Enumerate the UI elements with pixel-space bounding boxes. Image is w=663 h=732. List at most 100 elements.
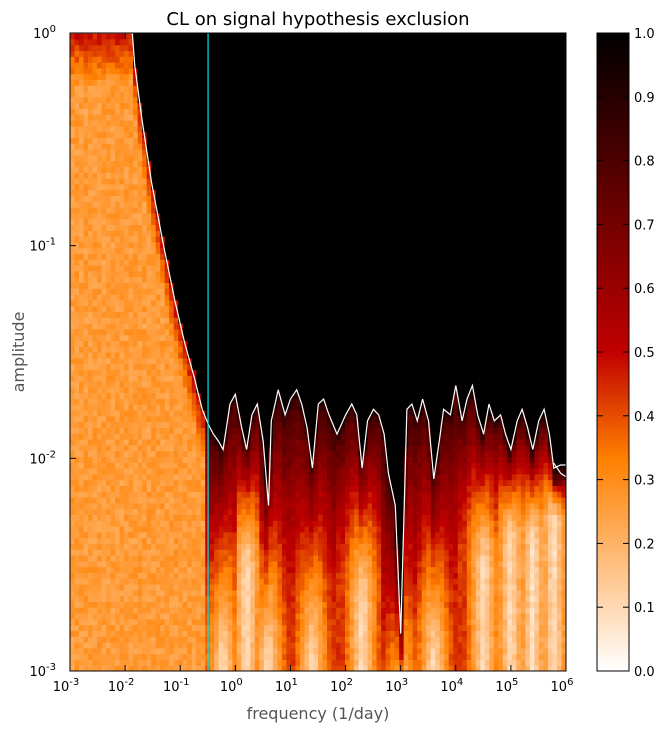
heatmap-cell bbox=[178, 125, 184, 133]
heatmap-cell bbox=[119, 531, 125, 539]
heatmap-cell bbox=[218, 102, 224, 109]
heatmap-cell bbox=[79, 236, 85, 243]
heatmap-cell bbox=[146, 607, 152, 614]
heatmap-cell bbox=[79, 323, 85, 330]
heatmap-cell bbox=[209, 369, 215, 376]
heatmap-cell bbox=[223, 38, 229, 46]
heatmap-cell bbox=[241, 555, 247, 562]
heatmap-cell bbox=[88, 143, 94, 150]
heatmap-cell bbox=[155, 381, 161, 388]
heatmap-cell bbox=[178, 630, 184, 637]
heatmap-cell bbox=[218, 137, 224, 144]
heatmap-cell bbox=[196, 282, 202, 289]
heatmap-cell bbox=[133, 624, 139, 631]
heatmap-cell bbox=[106, 33, 112, 40]
heatmap-cell bbox=[214, 647, 220, 655]
heatmap-cell bbox=[196, 520, 202, 527]
heatmap-cell bbox=[263, 328, 269, 336]
heatmap-cell bbox=[187, 665, 193, 671]
heatmap-cell bbox=[160, 276, 166, 283]
heatmap-cell bbox=[164, 607, 170, 614]
heatmap-cell bbox=[250, 62, 256, 69]
heatmap-cell bbox=[164, 363, 170, 370]
heatmap-cell bbox=[79, 555, 85, 562]
heatmap-cell bbox=[88, 259, 94, 266]
heatmap-cell bbox=[250, 259, 256, 266]
heatmap-cell bbox=[236, 618, 242, 626]
heatmap-cell bbox=[110, 38, 116, 46]
heatmap-cell bbox=[218, 50, 224, 57]
heatmap-cell bbox=[209, 328, 215, 336]
heatmap-cell bbox=[142, 601, 148, 608]
heatmap-cell bbox=[133, 33, 139, 40]
heatmap-cell bbox=[245, 189, 251, 196]
heatmap-cell bbox=[142, 653, 148, 660]
heatmap-cell bbox=[259, 624, 265, 631]
heatmap-cell bbox=[146, 38, 152, 46]
heatmap-cell bbox=[70, 427, 76, 434]
heatmap-cell bbox=[133, 502, 139, 510]
heatmap-cell bbox=[178, 195, 184, 202]
heatmap-cell bbox=[259, 560, 265, 568]
heatmap-cell bbox=[196, 137, 202, 144]
heatmap-cell bbox=[218, 647, 224, 655]
heatmap-cell bbox=[74, 120, 80, 127]
heatmap-cell bbox=[169, 73, 175, 80]
heatmap-cell bbox=[200, 450, 206, 457]
heatmap-cell bbox=[209, 44, 215, 51]
heatmap-cell bbox=[74, 340, 80, 347]
heatmap-cell bbox=[164, 589, 170, 597]
heatmap-cell bbox=[232, 421, 238, 428]
heatmap-cell bbox=[119, 468, 125, 475]
heatmap-cell bbox=[232, 253, 238, 260]
heatmap-cell bbox=[236, 166, 242, 173]
heatmap-cell bbox=[259, 73, 265, 80]
heatmap-cell bbox=[196, 154, 202, 162]
heatmap-cell bbox=[119, 212, 125, 220]
heatmap-cell bbox=[70, 415, 76, 423]
heatmap-cell bbox=[214, 265, 220, 272]
heatmap-cell bbox=[142, 114, 148, 121]
heatmap-cell bbox=[214, 659, 220, 666]
heatmap-cell bbox=[128, 415, 134, 423]
heatmap-cell bbox=[79, 218, 85, 225]
heatmap-cell bbox=[83, 230, 89, 237]
heatmap-cell bbox=[83, 468, 89, 475]
heatmap-cell bbox=[92, 149, 98, 156]
heatmap-cell bbox=[106, 543, 112, 550]
heatmap-cell bbox=[241, 183, 247, 191]
heatmap-cell bbox=[92, 381, 98, 388]
heatmap-cell bbox=[110, 85, 116, 92]
heatmap-cell bbox=[133, 601, 139, 608]
heatmap-cell bbox=[259, 601, 265, 608]
heatmap-cell bbox=[119, 183, 125, 191]
heatmap-cell bbox=[151, 340, 157, 347]
heatmap-cell bbox=[227, 120, 233, 127]
heatmap-cell bbox=[259, 468, 265, 475]
heatmap-cell bbox=[241, 120, 247, 127]
heatmap-cell bbox=[101, 166, 107, 173]
heatmap-cell bbox=[250, 560, 256, 568]
heatmap-cell bbox=[97, 270, 103, 278]
heatmap-cell bbox=[119, 282, 125, 289]
heatmap-cell bbox=[182, 468, 188, 475]
heatmap-cell bbox=[232, 520, 238, 527]
heatmap-cell bbox=[133, 618, 139, 626]
heatmap-cell bbox=[151, 91, 157, 98]
heatmap-cell bbox=[83, 311, 89, 318]
heatmap-cell bbox=[142, 584, 148, 591]
heatmap-cell bbox=[151, 33, 157, 40]
heatmap-cell bbox=[254, 462, 260, 469]
heatmap-cell bbox=[268, 642, 274, 649]
heatmap-cell bbox=[236, 334, 242, 341]
heatmap-cell bbox=[200, 485, 206, 492]
heatmap-cell bbox=[218, 328, 224, 336]
heatmap-cell bbox=[110, 468, 116, 475]
heatmap-cell bbox=[227, 369, 233, 376]
heatmap-cell bbox=[137, 172, 143, 179]
heatmap-cell bbox=[178, 67, 184, 75]
heatmap-cell bbox=[92, 38, 98, 46]
heatmap-cell bbox=[164, 508, 170, 515]
heatmap-cell bbox=[200, 114, 206, 121]
heatmap-cell bbox=[92, 172, 98, 179]
